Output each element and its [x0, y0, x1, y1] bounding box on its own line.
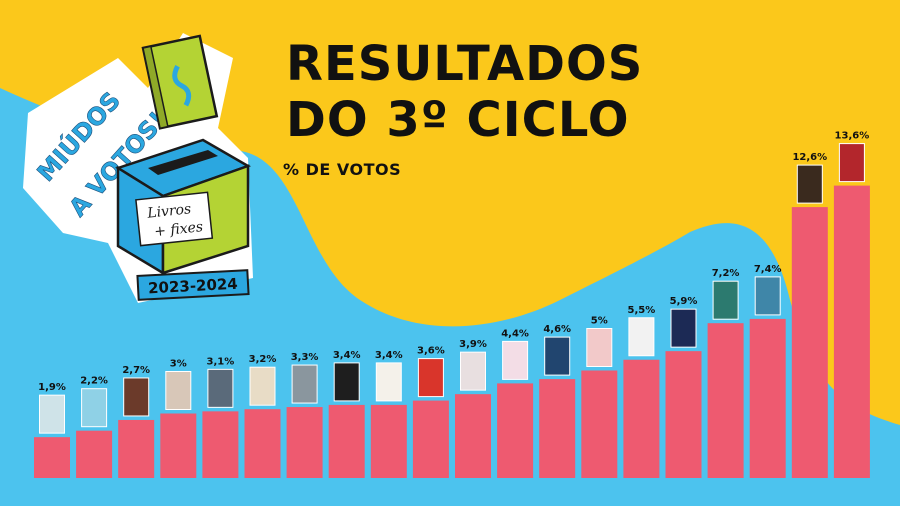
book-cover-13	[544, 336, 571, 376]
bar-10	[412, 400, 449, 478]
box-label-line-1: Livros	[146, 201, 192, 222]
bar-2	[76, 430, 113, 478]
book-cover-2	[81, 388, 108, 428]
value-label-10: 3,6%	[417, 346, 445, 357]
bar-15	[623, 359, 660, 478]
value-label-16: 5,9%	[670, 296, 698, 307]
bar-4	[160, 413, 197, 478]
bar-8	[328, 404, 365, 478]
book-cover-12	[502, 340, 529, 380]
box-label-line-2: + fixes	[154, 219, 204, 240]
bar-18	[749, 318, 786, 478]
book-cover-5	[207, 368, 234, 408]
value-label-5: 3,1%	[207, 356, 235, 367]
value-label-14: 5%	[591, 316, 608, 327]
value-label-6: 3,2%	[249, 354, 277, 365]
value-label-4: 3%	[170, 359, 187, 370]
book-cover-3	[123, 377, 150, 417]
page-title: RESULTADOS DO 3º CICLO	[286, 36, 643, 148]
chart-subtitle: % DE VOTOS	[283, 160, 402, 179]
value-label-13: 4,6%	[543, 324, 571, 335]
value-label-3: 2,7%	[122, 365, 150, 376]
value-label-18: 7,4%	[754, 264, 782, 275]
bar-6	[244, 409, 281, 478]
value-label-17: 7,2%	[712, 268, 740, 279]
bar-20	[833, 185, 870, 478]
bar-7	[286, 407, 323, 478]
book-cover-10	[417, 358, 444, 398]
book-cover-6	[249, 366, 276, 406]
bar-5	[202, 411, 239, 478]
bar-17	[707, 323, 744, 478]
book-cover-15	[628, 317, 655, 357]
ballot-box-icon: Livros + fixes	[115, 138, 251, 276]
ballot-book-icon	[141, 34, 219, 130]
value-label-15: 5,5%	[628, 305, 656, 316]
value-label-19: 12,6%	[792, 152, 827, 163]
book-cover-4	[165, 371, 192, 410]
book-cover-16	[670, 308, 697, 348]
book-cover-1	[39, 394, 65, 434]
book-cover-14	[586, 328, 613, 367]
value-label-7: 3,3%	[291, 352, 319, 363]
value-label-12: 4,4%	[501, 328, 529, 339]
value-label-9: 3,4%	[375, 350, 403, 361]
bar-14	[581, 370, 618, 478]
title-line-1: RESULTADOS	[286, 36, 644, 92]
year-label: 2023-2024	[148, 275, 239, 298]
value-label-2: 2,2%	[80, 376, 108, 387]
book-cover-7	[291, 364, 318, 404]
value-label-20: 13,6%	[835, 131, 870, 142]
title-line-2: DO 3º CICLO	[286, 92, 630, 148]
book-cover-11	[460, 351, 486, 391]
miudos-a-votos-logo: MIÚDOS A VOTOS! Livros + fixes 2023-2024	[23, 33, 253, 303]
value-label-11: 3,9%	[459, 339, 487, 350]
bar-1	[34, 437, 70, 478]
book-cover-18	[754, 276, 781, 316]
bar-19	[791, 207, 828, 478]
bar-13	[539, 379, 576, 478]
bar-11	[455, 394, 491, 478]
bar-16	[665, 351, 702, 478]
book-cover-8	[333, 362, 360, 402]
value-label-1: 1,9%	[38, 382, 66, 393]
year-tag	[136, 269, 250, 301]
book-cover-9	[375, 362, 402, 402]
book-cover-19	[796, 164, 823, 204]
bar-3	[118, 419, 155, 478]
value-label-8: 3,4%	[333, 350, 361, 361]
book-cover-17	[712, 280, 739, 320]
bar-9	[370, 404, 407, 478]
book-cover-20	[838, 143, 865, 183]
bar-12	[497, 383, 534, 478]
